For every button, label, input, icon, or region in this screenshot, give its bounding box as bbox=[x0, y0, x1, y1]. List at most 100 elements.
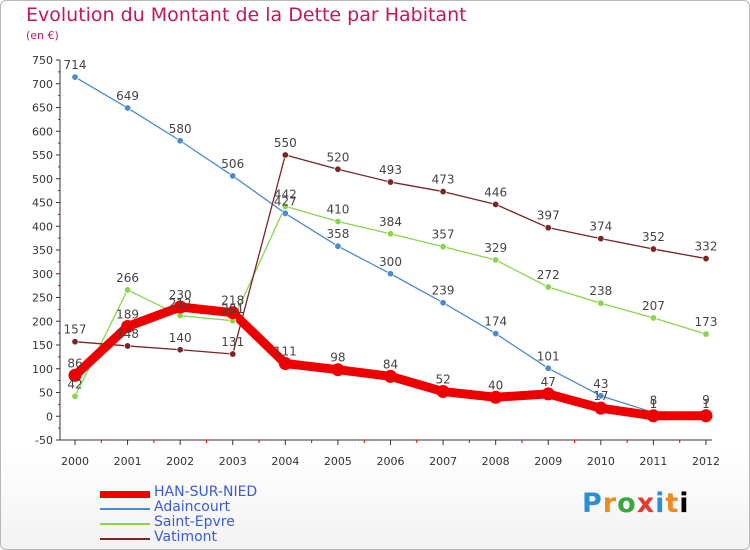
data-label-saint-epvre: 238 bbox=[589, 284, 612, 298]
data-point-adaincourt bbox=[439, 299, 447, 307]
data-label-saint-epvre: 384 bbox=[379, 215, 402, 229]
x-tick-label: 2000 bbox=[61, 455, 89, 468]
data-point-han-sur-nied bbox=[489, 390, 503, 404]
y-tick-label: 550 bbox=[32, 149, 53, 162]
legend-swatch-han-sur-nied bbox=[100, 490, 150, 498]
data-point-vatimont bbox=[176, 346, 184, 354]
y-tick-label: -50 bbox=[35, 434, 53, 447]
logo-letter: r bbox=[602, 488, 618, 519]
logo-letter: i bbox=[655, 488, 666, 519]
data-label-han-sur-nied: 111 bbox=[274, 345, 297, 359]
data-label-han-sur-nied: 40 bbox=[488, 378, 503, 392]
data-point-adaincourt bbox=[71, 73, 79, 81]
data-point-adaincourt bbox=[386, 270, 394, 278]
legend-swatch-adaincourt bbox=[100, 508, 150, 510]
x-tick-label: 2011 bbox=[639, 455, 667, 468]
legend-label-vatimont: Vatimont bbox=[154, 529, 218, 545]
data-label-saint-epvre: 357 bbox=[432, 228, 455, 242]
x-tick-label: 2005 bbox=[324, 455, 352, 468]
data-point-vatimont bbox=[439, 188, 447, 196]
chart-title: Evolution du Montant de la Dette par Hab… bbox=[26, 4, 467, 26]
x-tick-label: 2009 bbox=[534, 455, 562, 468]
x-tick-label: 2004 bbox=[271, 455, 299, 468]
data-point-han-sur-nied bbox=[173, 300, 187, 314]
data-point-adaincourt bbox=[334, 242, 342, 250]
data-point-adaincourt bbox=[124, 104, 132, 112]
data-label-vatimont: 148 bbox=[116, 327, 139, 341]
data-point-han-sur-nied bbox=[226, 306, 240, 320]
y-tick-label: 50 bbox=[39, 387, 53, 400]
data-point-han-sur-nied bbox=[699, 409, 713, 423]
x-tick-label: 2006 bbox=[377, 455, 405, 468]
data-point-adaincourt bbox=[597, 392, 605, 400]
data-label-adaincourt: 714 bbox=[64, 58, 87, 72]
data-point-vatimont bbox=[702, 255, 710, 263]
y-tick-label: 700 bbox=[32, 78, 53, 91]
data-label-vatimont: 493 bbox=[379, 163, 402, 177]
y-tick-label: 250 bbox=[32, 292, 53, 305]
data-label-han-sur-nied: 52 bbox=[435, 373, 450, 387]
x-tick-label: 2003 bbox=[219, 455, 247, 468]
data-label-adaincourt: 427 bbox=[274, 194, 297, 208]
data-point-han-sur-nied bbox=[646, 409, 660, 423]
data-label-han-sur-nied: 98 bbox=[330, 351, 345, 365]
data-label-saint-epvre: 266 bbox=[116, 271, 139, 285]
data-point-han-sur-nied bbox=[121, 319, 135, 333]
data-point-adaincourt bbox=[281, 209, 289, 217]
data-label-vatimont: 550 bbox=[274, 136, 297, 150]
data-point-han-sur-nied bbox=[436, 385, 450, 399]
data-label-saint-epvre: 207 bbox=[642, 299, 665, 313]
data-label-adaincourt: 43 bbox=[593, 377, 608, 391]
data-point-han-sur-nied bbox=[278, 357, 292, 371]
data-point-vatimont bbox=[281, 151, 289, 159]
data-point-saint-epvre bbox=[492, 256, 500, 264]
chart-unit-label: (en €) bbox=[26, 29, 59, 42]
data-point-vatimont bbox=[544, 224, 552, 232]
series-points bbox=[68, 73, 713, 423]
data-label-vatimont: 520 bbox=[326, 150, 349, 164]
data-point-vatimont bbox=[386, 178, 394, 186]
data-point-han-sur-nied bbox=[384, 369, 397, 383]
legend-label-saint-epvre: Saint-Epvre bbox=[154, 514, 235, 530]
x-tick-label: 2002 bbox=[166, 455, 194, 468]
data-label-vatimont: 140 bbox=[169, 331, 192, 345]
data-point-saint-epvre bbox=[702, 330, 710, 338]
y-tick-label: 0 bbox=[46, 410, 53, 423]
x-tick-label: 2012 bbox=[692, 455, 720, 468]
data-label-adaincourt: 239 bbox=[432, 284, 455, 298]
x-tick-label: 2007 bbox=[429, 455, 457, 468]
data-label-saint-epvre: 442 bbox=[274, 187, 297, 201]
data-label-vatimont: 374 bbox=[589, 220, 612, 234]
data-label-saint-epvre: 173 bbox=[695, 315, 718, 329]
data-label-vatimont: 131 bbox=[221, 335, 244, 349]
data-point-han-sur-nied bbox=[331, 363, 345, 377]
y-tick-label: 350 bbox=[32, 244, 53, 257]
legend-label-han-sur-nied: HAN-SUR-NIED bbox=[154, 484, 258, 500]
data-label-saint-epvre: 212 bbox=[169, 297, 192, 311]
x-tick-label: 2001 bbox=[114, 455, 142, 468]
y-tick-label: 200 bbox=[32, 315, 53, 328]
data-point-han-sur-nied bbox=[541, 387, 555, 401]
data-point-vatimont bbox=[229, 350, 237, 358]
data-point-saint-epvre bbox=[281, 202, 289, 210]
data-label-han-sur-nied: 84 bbox=[383, 357, 398, 371]
chart-axes: -50 0 50 100 150 200 250 300 350 400 450 500 550 600 6… bbox=[32, 54, 720, 468]
data-point-vatimont bbox=[71, 338, 79, 346]
data-point-vatimont bbox=[597, 235, 605, 243]
data-label-adaincourt: 300 bbox=[379, 255, 402, 269]
y-tick-label: 400 bbox=[32, 220, 53, 233]
y-tick-label: 500 bbox=[32, 173, 53, 186]
logo-letter: o bbox=[617, 488, 637, 519]
logo-letter: i bbox=[679, 488, 690, 519]
data-point-han-sur-nied bbox=[594, 401, 608, 415]
data-label-adaincourt: 506 bbox=[221, 157, 244, 171]
y-tick-label: 750 bbox=[32, 54, 53, 67]
y-tick-label: 650 bbox=[32, 102, 53, 115]
data-label-saint-epvre: 329 bbox=[484, 241, 507, 255]
data-point-adaincourt bbox=[229, 172, 237, 180]
data-label-adaincourt: 358 bbox=[326, 227, 349, 241]
data-label-vatimont: 352 bbox=[642, 230, 665, 244]
legend-swatch-vatimont bbox=[100, 538, 150, 540]
